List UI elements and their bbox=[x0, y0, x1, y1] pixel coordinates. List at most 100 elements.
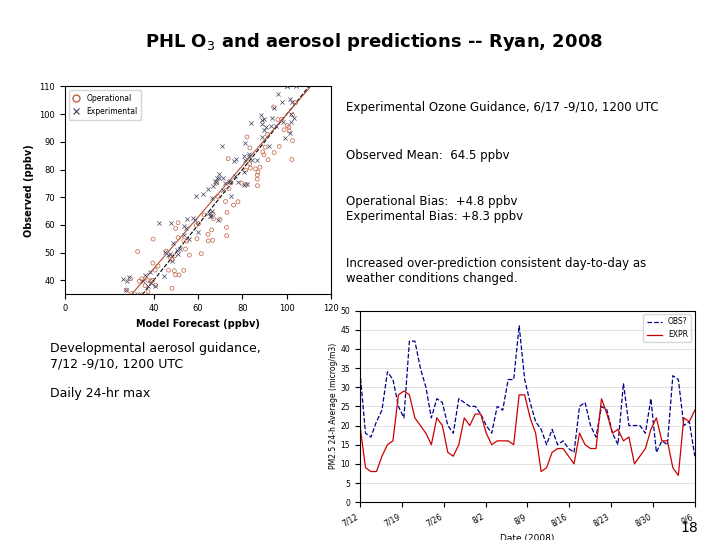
Operational bbox=[150, 300, 161, 309]
Text: Increased over-prediction consistent day-to-day as
weather conditions changed.: Increased over-prediction consistent day… bbox=[346, 257, 646, 285]
X-axis label: Model Forecast (ppbv): Model Forecast (ppbv) bbox=[136, 319, 260, 328]
Operational bbox=[127, 295, 139, 304]
Operational bbox=[283, 123, 294, 131]
Experimental bbox=[256, 132, 267, 141]
Experimental bbox=[119, 293, 130, 301]
Operational bbox=[207, 236, 218, 245]
Experimental bbox=[279, 134, 291, 143]
Experimental bbox=[251, 156, 263, 165]
Operational bbox=[257, 147, 269, 156]
Experimental bbox=[207, 182, 219, 191]
Operational bbox=[284, 127, 295, 136]
EXPR bbox=[356, 422, 364, 429]
Experimental bbox=[286, 110, 297, 118]
Operational bbox=[241, 133, 253, 141]
Operational bbox=[202, 230, 214, 239]
Experimental bbox=[174, 245, 186, 253]
Operational bbox=[161, 247, 172, 255]
Experimental bbox=[146, 292, 158, 301]
EXPR bbox=[526, 415, 534, 421]
Operational bbox=[145, 277, 156, 286]
Operational bbox=[193, 219, 204, 228]
Operational bbox=[170, 271, 181, 279]
Experimental bbox=[256, 116, 267, 125]
Experimental bbox=[131, 289, 143, 298]
Operational bbox=[250, 165, 261, 173]
Operational bbox=[121, 286, 132, 294]
Experimental bbox=[223, 178, 235, 186]
Experimental bbox=[210, 178, 222, 186]
Operational bbox=[225, 179, 237, 187]
Experimental bbox=[243, 150, 255, 159]
Experimental bbox=[256, 110, 267, 119]
Operational bbox=[179, 236, 190, 245]
Experimental bbox=[288, 113, 300, 122]
Operational bbox=[166, 255, 178, 264]
EXPR bbox=[400, 388, 408, 394]
Operational bbox=[126, 296, 138, 305]
Operational bbox=[149, 266, 161, 274]
OBS? bbox=[444, 422, 452, 429]
Experimental bbox=[217, 186, 229, 194]
Operational bbox=[126, 289, 138, 298]
Operational bbox=[290, 98, 302, 107]
Operational bbox=[164, 253, 176, 262]
Experimental bbox=[121, 277, 132, 286]
Operational bbox=[220, 197, 231, 206]
Operational bbox=[192, 234, 203, 243]
Experimental bbox=[258, 114, 270, 123]
Y-axis label: Observed (ppbv): Observed (ppbv) bbox=[24, 144, 34, 237]
Experimental bbox=[171, 245, 182, 254]
Operational bbox=[132, 247, 143, 256]
Operational bbox=[286, 155, 297, 164]
Experimental bbox=[241, 179, 253, 188]
Operational bbox=[174, 271, 185, 279]
Experimental bbox=[164, 250, 176, 259]
Operational bbox=[181, 237, 192, 246]
Experimental bbox=[220, 178, 231, 187]
Experimental bbox=[167, 239, 179, 247]
Y-axis label: PM2.5 24-h Average (microg/m3): PM2.5 24-h Average (microg/m3) bbox=[329, 343, 338, 469]
Operational bbox=[140, 318, 151, 326]
Experimental bbox=[258, 126, 270, 134]
OBS? bbox=[515, 322, 523, 329]
Experimental bbox=[140, 271, 151, 279]
Operational bbox=[278, 125, 289, 134]
Operational bbox=[240, 166, 251, 174]
Experimental bbox=[211, 173, 222, 182]
OBS? bbox=[421, 384, 430, 390]
Operational bbox=[259, 143, 271, 151]
Experimental bbox=[180, 224, 192, 232]
X-axis label: Date (2008): Date (2008) bbox=[500, 534, 554, 540]
Experimental bbox=[143, 281, 154, 290]
Experimental bbox=[145, 267, 156, 276]
Experimental bbox=[269, 104, 280, 112]
Operational bbox=[262, 156, 274, 164]
Operational bbox=[240, 180, 252, 189]
Operational bbox=[221, 223, 233, 232]
Experimental bbox=[145, 279, 157, 287]
Operational bbox=[282, 122, 293, 130]
Operational bbox=[147, 276, 158, 285]
Experimental bbox=[271, 121, 282, 130]
Experimental bbox=[191, 191, 202, 200]
Legend: Operational, Experimental: Operational, Experimental bbox=[68, 90, 141, 120]
Operational bbox=[245, 164, 256, 172]
Experimental bbox=[217, 173, 228, 182]
Experimental bbox=[228, 157, 239, 165]
Operational bbox=[208, 214, 220, 223]
Operational bbox=[147, 259, 158, 267]
Experimental bbox=[229, 172, 240, 180]
Operational bbox=[252, 168, 264, 177]
Operational bbox=[168, 252, 180, 260]
Operational bbox=[221, 231, 233, 240]
Experimental bbox=[204, 209, 215, 218]
Experimental bbox=[209, 176, 220, 185]
Operational bbox=[170, 224, 181, 233]
Experimental bbox=[121, 304, 132, 313]
Experimental bbox=[189, 216, 201, 225]
Experimental bbox=[212, 216, 224, 225]
Experimental bbox=[266, 122, 277, 130]
Experimental bbox=[119, 318, 130, 326]
Experimental bbox=[206, 193, 217, 202]
